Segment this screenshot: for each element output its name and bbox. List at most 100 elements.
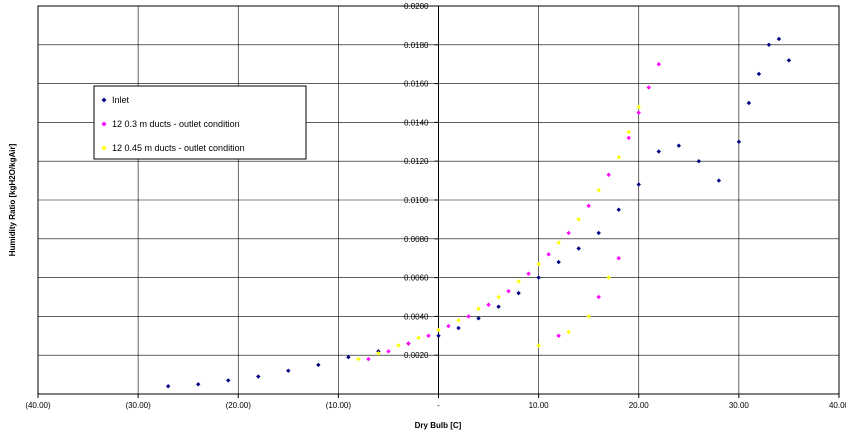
- data-point: [506, 288, 511, 294]
- series-0-points: [165, 36, 792, 389]
- x-axis-label: Dry Bulb [C]: [415, 421, 462, 430]
- y-tick-label: 0.0160: [404, 80, 429, 89]
- data-point: [316, 362, 321, 368]
- data-point: [656, 62, 661, 67]
- data-point: [416, 335, 421, 340]
- x-tick-label: (10.00): [326, 401, 352, 410]
- data-point: [536, 343, 541, 348]
- y-tick-label: 0.0180: [404, 41, 429, 50]
- data-point: [196, 382, 201, 387]
- legend: Inlet 12 0.3 m ducts - outlet condition 12…: [93, 85, 307, 160]
- data-point: [346, 354, 351, 360]
- data-point: [776, 36, 782, 42]
- y-tick-label: 0.0080: [404, 235, 429, 244]
- data-point: [526, 271, 531, 276]
- data-point: [546, 252, 551, 257]
- data-point: [596, 230, 601, 236]
- data-point: [606, 275, 611, 280]
- data-point: [596, 294, 601, 300]
- x-tick-label: 10.00: [529, 401, 550, 410]
- data-point: [586, 314, 591, 319]
- data-point: [556, 240, 561, 245]
- data-point: [496, 304, 501, 309]
- data-point: [556, 259, 561, 265]
- legend-box: [93, 85, 307, 160]
- data-point: [366, 356, 371, 362]
- data-point: [226, 378, 231, 383]
- data-point: [426, 333, 431, 338]
- tick-labels: (40.00) (30.00) (20.00) (10.00) - 10.00 20.00 3…: [25, 2, 846, 410]
- data-point: [556, 333, 561, 338]
- data-point: [626, 129, 631, 135]
- data-point: [516, 279, 521, 284]
- data-point: [766, 42, 772, 47]
- legend-label: 12 0.3 m ducts - outlet condition: [112, 119, 240, 129]
- legend-label: 12 0.45 m ducts - outlet condition: [112, 143, 245, 153]
- data-point: [476, 316, 481, 321]
- series-1-points: [366, 62, 661, 362]
- data-point: [786, 58, 792, 63]
- data-point: [516, 290, 521, 296]
- x-tick-label: -: [437, 401, 440, 410]
- legend-marker: [101, 145, 107, 151]
- data-point: [576, 217, 581, 222]
- data-point: [736, 139, 742, 144]
- series-2-points: [356, 104, 641, 362]
- data-point: [566, 329, 571, 335]
- x-tick-label: (30.00): [125, 401, 151, 410]
- data-point: [536, 261, 541, 267]
- data-point: [446, 323, 451, 329]
- data-point: [636, 182, 641, 187]
- data-point: [756, 71, 762, 77]
- data-point: [456, 325, 461, 331]
- y-tick-label: 0.0200: [404, 2, 429, 11]
- y-axis-label: Humidity Ratio [kgH2O/kgAir]: [8, 143, 17, 256]
- data-point: [716, 178, 722, 183]
- x-tick-label: 30.00: [729, 401, 750, 410]
- y-tick-label: 0.0020: [404, 351, 429, 360]
- data-point: [616, 207, 621, 212]
- data-point: [466, 314, 471, 319]
- y-tick-label: 0.0140: [404, 118, 429, 127]
- x-tick-label: 20.00: [629, 401, 650, 410]
- data-point: [696, 159, 702, 164]
- legend-marker: [101, 97, 107, 103]
- data-point: [596, 188, 601, 193]
- data-point: [436, 333, 441, 338]
- data-point: [636, 110, 641, 115]
- x-tick-label: 40.00: [829, 401, 846, 410]
- data-point: [356, 356, 361, 362]
- x-tick-label: (40.00): [25, 401, 51, 410]
- data-point: [606, 172, 611, 177]
- data-points: [165, 36, 792, 389]
- data-point: [406, 341, 411, 346]
- data-point: [576, 246, 581, 251]
- data-point: [746, 100, 752, 106]
- data-point: [386, 349, 391, 354]
- data-point: [536, 275, 541, 280]
- data-point: [566, 230, 571, 236]
- x-tick-label: (20.00): [226, 401, 252, 410]
- y-tick-label: 0.0040: [404, 312, 429, 321]
- data-point: [376, 351, 381, 356]
- legend-label: Inlet: [112, 95, 130, 105]
- data-point: [676, 143, 681, 148]
- data-point: [486, 302, 491, 307]
- data-point: [626, 135, 631, 141]
- y-tick-label: 0.0100: [404, 196, 429, 205]
- data-point: [586, 203, 591, 209]
- legend-marker: [101, 121, 107, 127]
- data-point: [396, 343, 401, 348]
- data-point: [646, 85, 651, 90]
- data-point: [616, 155, 621, 160]
- data-point: [636, 104, 641, 110]
- data-point: [256, 374, 261, 379]
- data-point: [476, 306, 481, 311]
- data-point: [436, 327, 441, 333]
- data-point: [286, 368, 291, 373]
- y-tick-label: 0.0060: [404, 274, 429, 283]
- y-tick-label: 0.0120: [404, 157, 429, 166]
- data-point: [165, 384, 171, 389]
